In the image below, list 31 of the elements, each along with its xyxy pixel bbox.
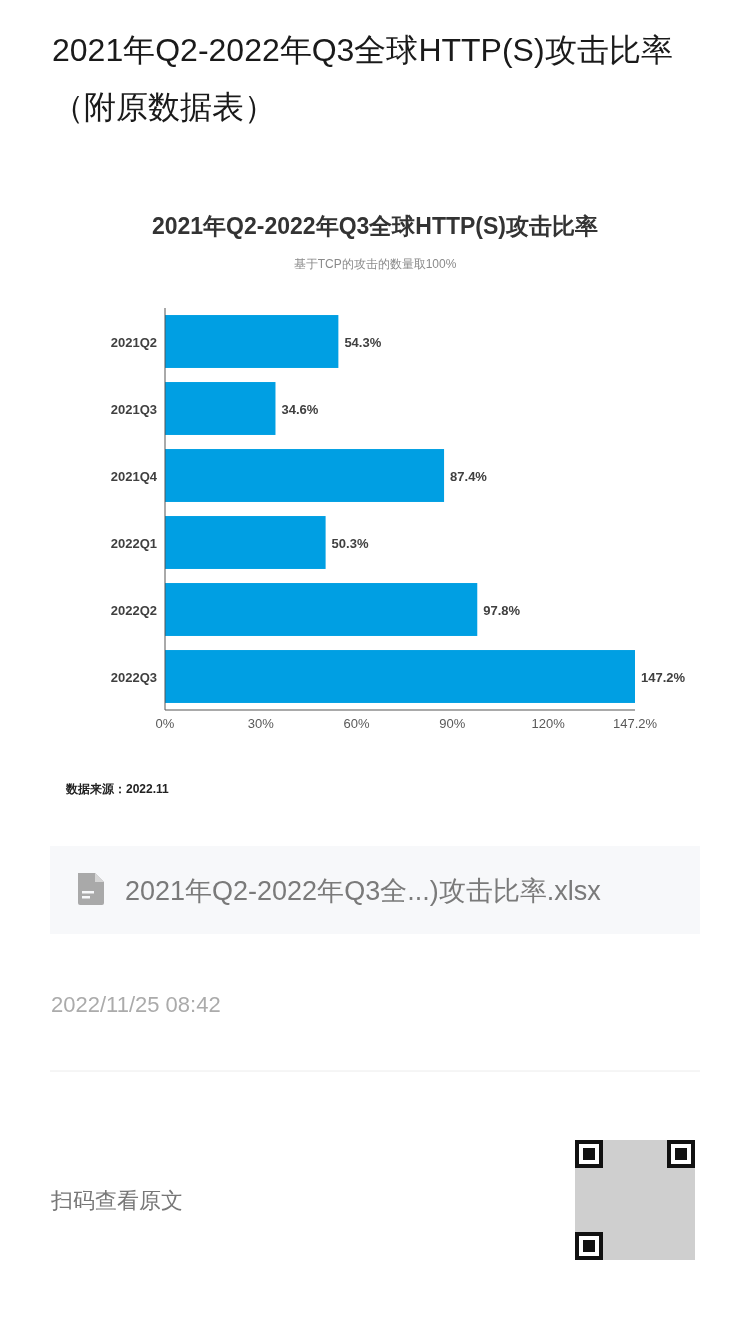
x-tick-label: 30% (247, 716, 275, 731)
data-label: 34.6% (281, 401, 319, 417)
bar (165, 516, 326, 569)
y-tick-label: 2021Q3 (110, 401, 157, 417)
y-tick-label: 2021Q4 (110, 468, 158, 484)
x-tick-label: 60% (343, 716, 371, 731)
bar (165, 382, 276, 435)
bar (165, 449, 445, 502)
text: 2021年Q2-2022年Q3全球HTTP(S)攻击比率（附原数据表） (52, 31, 674, 127)
x-tick-label: 90% (439, 716, 466, 731)
bar (165, 650, 635, 703)
x-tick-label: 147.2% (612, 716, 658, 731)
y-tick-label: 2022Q2 (110, 602, 157, 618)
text: 扫码查看原文 (50, 1188, 183, 1213)
data-label: 54.3% (344, 334, 382, 350)
text: 2022/11/25 08:42 (51, 992, 221, 1017)
data-label: 87.4% (450, 468, 488, 484)
y-tick-label: 2022Q1 (110, 535, 157, 551)
chart-subtitle: 基于TCP的攻击的数量取100% (293, 257, 457, 271)
source-note: 数据来源：2022.11 (65, 782, 170, 796)
data-label: 97.8% (483, 602, 521, 618)
bar (165, 315, 339, 368)
y-tick-label: 2022Q3 (110, 669, 157, 685)
data-label: 50.3% (331, 535, 369, 551)
bar (165, 583, 478, 636)
data-label: 147.2% (641, 669, 686, 685)
y-tick-label: 2021Q2 (110, 334, 157, 350)
chart-title: 2021年Q2-2022年Q3全球HTTP(S)攻击比率 (151, 213, 599, 239)
x-tick-label: 120% (531, 716, 566, 731)
x-tick-label: 0% (155, 716, 175, 731)
text: 2021年Q2-2022年Q3全...)攻击比率.xlsx (125, 876, 602, 906)
